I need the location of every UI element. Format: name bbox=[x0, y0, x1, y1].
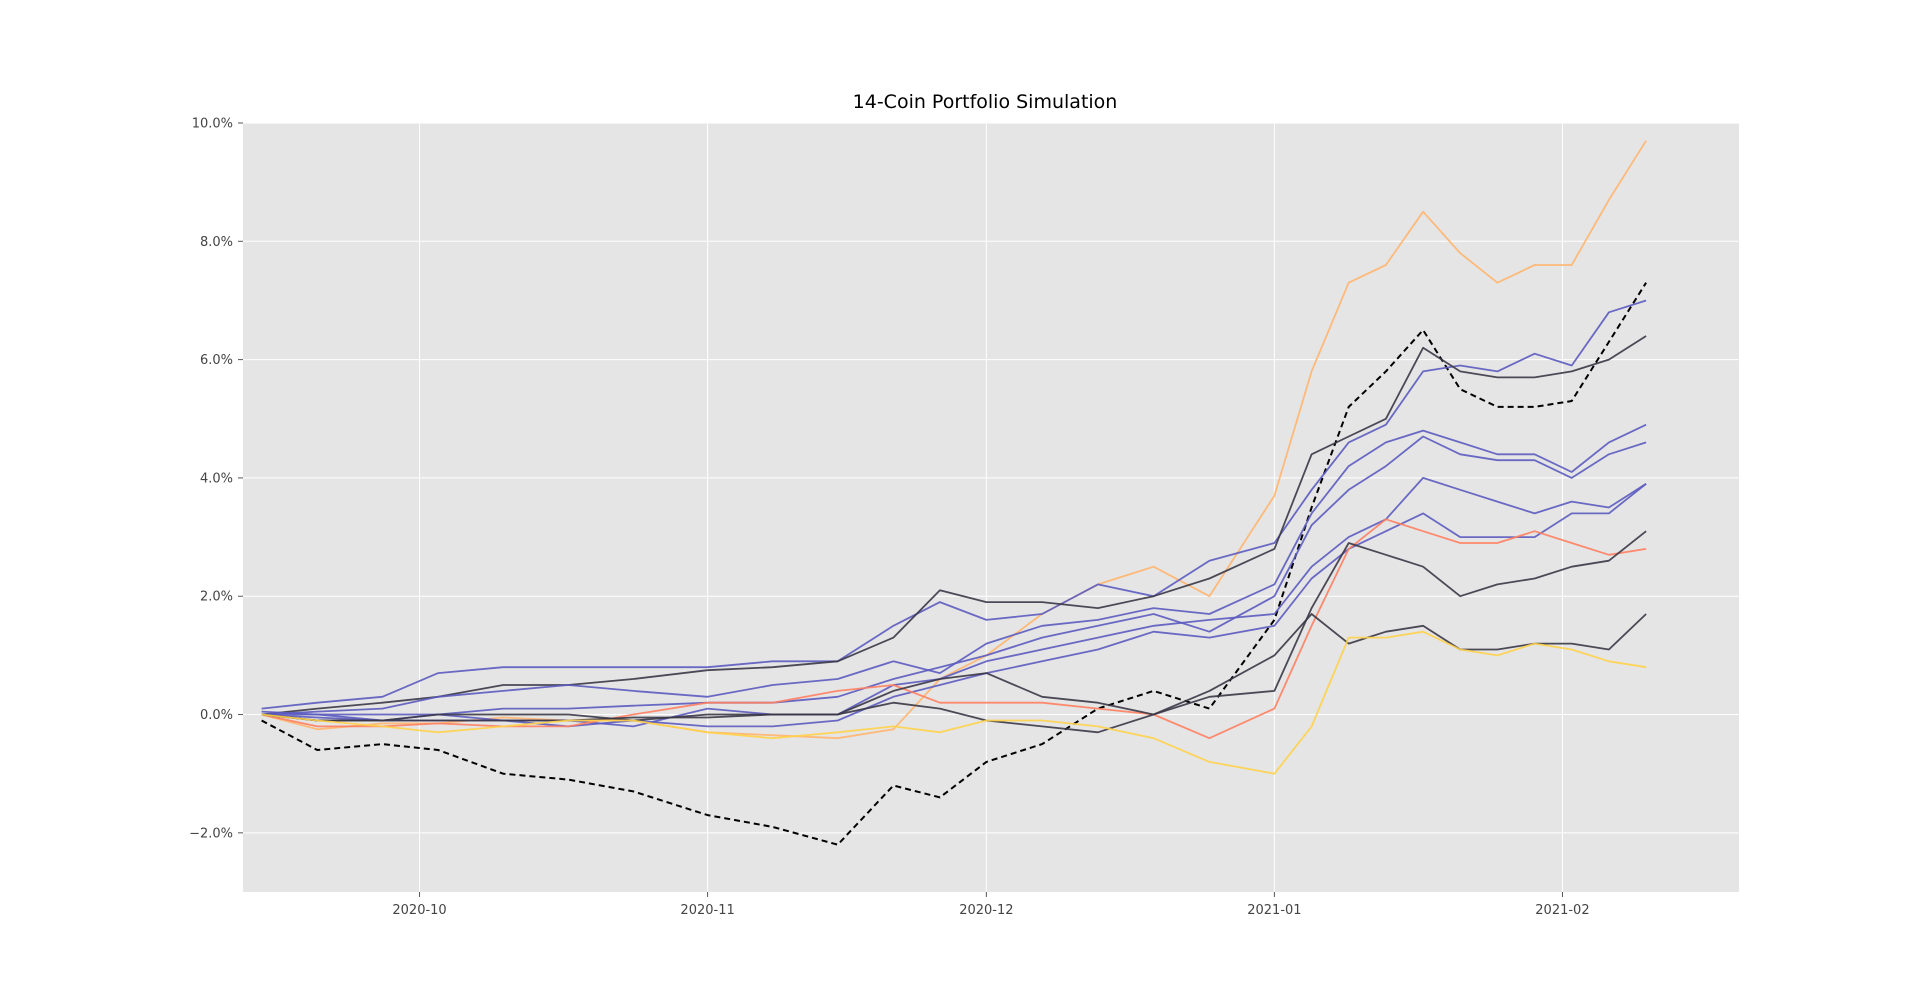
series-line-6 bbox=[261, 435, 1647, 716]
chart-title: 14-Coin Portfolio Simulation bbox=[852, 91, 1118, 113]
series-line-11 bbox=[261, 613, 1647, 734]
y-tick-label: 2.0% bbox=[200, 590, 233, 605]
plot-area bbox=[243, 123, 1739, 892]
axis-ticks: −2.0% 0.0% 2.0% 4.0% 6.0% 8.0% 10.0% 2020-10 202… bbox=[189, 117, 1590, 919]
y-tick-label: 0.0% bbox=[200, 708, 233, 723]
y-tick-label: 4.0% bbox=[200, 471, 233, 486]
series-line-12 bbox=[261, 630, 1647, 775]
series-line-9 bbox=[261, 518, 1647, 740]
series-lines bbox=[261, 140, 1647, 846]
y-tick-label: −2.0% bbox=[189, 826, 233, 841]
series-line-3 bbox=[261, 299, 1647, 710]
y-tick-label: 6.0% bbox=[200, 353, 233, 368]
y-tick-label: 10.0% bbox=[192, 117, 233, 132]
y-tick-label: 8.0% bbox=[200, 235, 233, 250]
x-tick-label: 2020-11 bbox=[680, 903, 734, 918]
x-tick-label: 2021-02 bbox=[1535, 903, 1589, 918]
grid-lines bbox=[243, 122, 1739, 892]
series-line-5 bbox=[261, 423, 1647, 716]
x-tick-label: 2020-10 bbox=[392, 903, 446, 918]
x-tick-label: 2021-01 bbox=[1247, 903, 1301, 918]
series-line-2 bbox=[261, 282, 1647, 846]
x-tick-label: 2020-12 bbox=[959, 903, 1013, 918]
series-line-10 bbox=[261, 530, 1647, 722]
series-line-4 bbox=[261, 335, 1647, 716]
